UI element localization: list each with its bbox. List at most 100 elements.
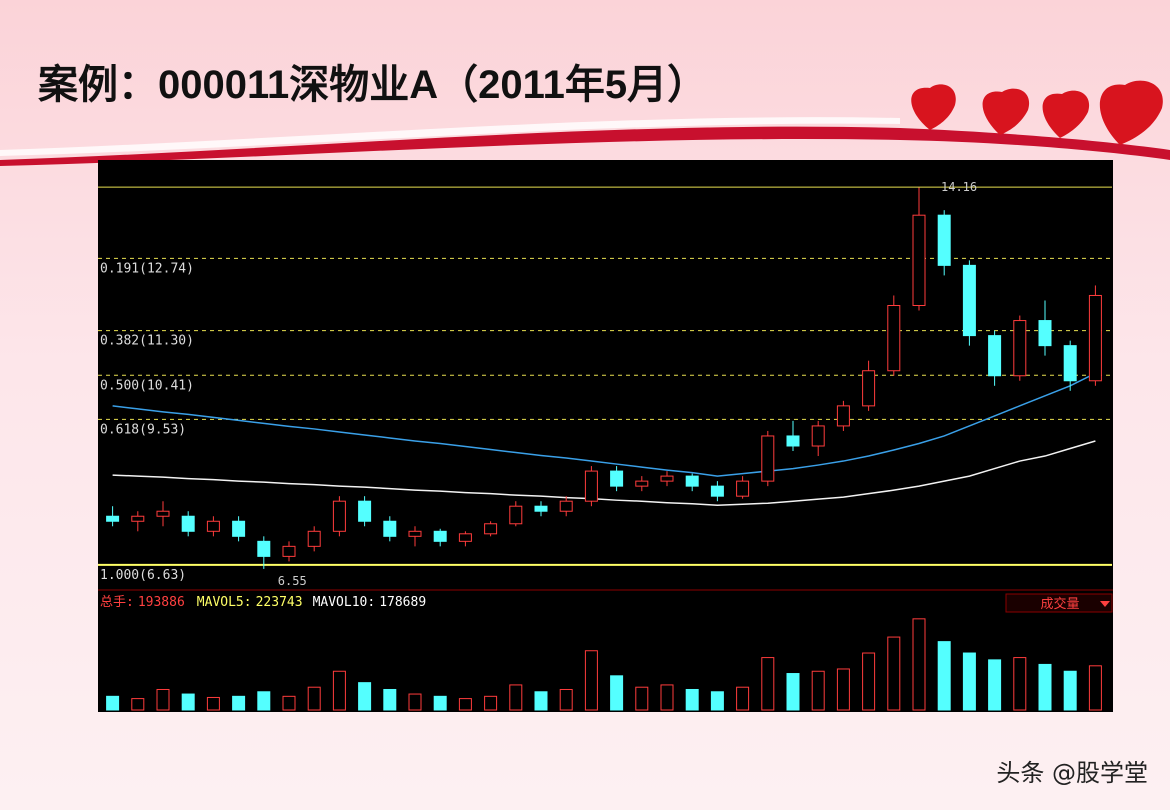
candle-body [358,500,372,522]
volume-bar [1013,657,1027,711]
volume-bar [836,668,850,711]
candle-body [433,530,447,542]
volume-total: 193886 [138,595,185,610]
candle-body [307,530,321,547]
volume-bar [685,688,699,711]
swoosh-light [0,117,900,156]
candle-body [156,510,170,517]
volume-bar [282,695,296,711]
volume-bar [1063,670,1077,711]
volume-bar [1038,663,1052,711]
candle-body [232,520,246,537]
volume-bar [106,695,120,711]
volume-bar [559,688,573,711]
volume-bar [937,641,951,711]
volume-bar [206,696,220,711]
candle-body [912,214,926,307]
volume-bar [257,691,271,711]
fib-label: 0.500(10.41) [100,378,194,393]
candle-body [106,515,120,522]
volume-bar [887,636,901,711]
volume-bar [912,618,926,711]
watermark: 头条 @股学堂 [996,759,1148,787]
candle-body [408,530,422,537]
fib-label: 1.000(6.63) [100,568,186,583]
volume-bar [332,670,346,711]
volume-bar [660,684,674,711]
candle-body [1013,320,1027,377]
candle-body [1063,345,1077,382]
candle-body [206,520,220,532]
volume-bar [988,659,1002,711]
high-label: 14.16 [941,180,977,194]
candle-body [836,405,850,427]
volume-total-label: 总手: [100,595,134,610]
volume-bar [408,693,422,711]
candle-body [534,505,548,512]
candle-body [962,264,976,337]
volume-dropdown [1100,601,1110,607]
candle-body [332,500,346,532]
volume-stat-name: MAVOL10: [313,595,376,610]
volume-bar [736,686,750,711]
candle-body [761,435,775,482]
volume-panel-box [1005,593,1113,613]
moving-average [112,440,1096,506]
candle-body [988,335,1002,377]
volume-bar [862,652,876,711]
moving-average [112,372,1096,477]
candle-body [383,520,397,537]
candle-body [181,515,195,532]
candle-body [584,470,598,502]
volume-bar [1088,665,1102,711]
volume-bar [358,682,372,711]
volume-bar [710,691,724,711]
volume-bar [383,688,397,711]
volume-bar [181,693,195,711]
candle-body [710,485,724,497]
volume-bar [610,675,624,711]
volume-bar [458,698,472,711]
candle-body [660,475,674,482]
candle-body [786,435,800,447]
volume-panel-label: 成交量 [1040,596,1079,612]
swoosh [0,126,1170,166]
candle-body [862,370,876,407]
candle-body [635,480,649,487]
candle-body [559,500,573,512]
volume-bar [761,657,775,711]
candle-body [887,305,901,372]
fib-label: 0.618(9.53) [100,422,186,437]
volume-bar [484,695,498,711]
fib-label: 0.382(11.30) [100,334,194,349]
candle-body [458,533,472,542]
candle-body [509,505,523,525]
candle-body [257,540,271,557]
volume-bar [811,670,825,711]
volume-bar [156,688,170,711]
candle-body [736,480,750,497]
candle-body [610,470,624,487]
volume-stat-value: 178689 [379,595,426,610]
fib-label: 0.191(12.74) [100,261,194,276]
candle-body [937,214,951,266]
volume-bar [131,698,145,711]
candle-body [484,523,498,535]
volume-bar [584,650,598,711]
slide-title: 案例：000011深物业A（2011年5月） [38,63,708,107]
candle-body [131,515,145,522]
volume-stat-name: MAVOL5: [197,595,252,610]
candle-body [282,545,296,557]
candle-body [685,475,699,487]
volume-bar [534,691,548,711]
volume-bar [307,686,321,711]
candle-body [811,425,825,447]
volume-bar [433,695,447,711]
low-label: 6.55 [278,574,307,588]
volume-bar [232,695,246,711]
volume-bar [509,684,523,711]
hearts [911,80,1163,145]
volume-bar [635,686,649,711]
